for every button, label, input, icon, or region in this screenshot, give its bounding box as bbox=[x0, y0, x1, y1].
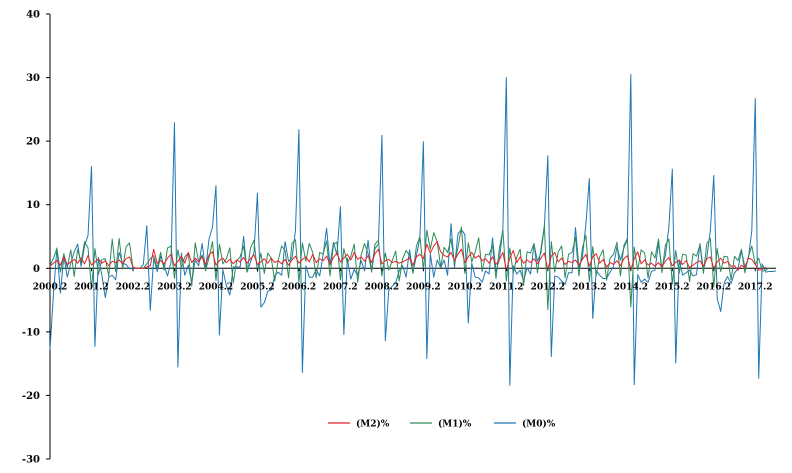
legend-label: (M2)% bbox=[356, 419, 390, 430]
x-tick-label: 2017.2 bbox=[738, 282, 772, 292]
legend-label: (M1)% bbox=[438, 419, 472, 430]
x-tick-label: 2003.2 bbox=[157, 282, 191, 292]
y-tick-label: 20 bbox=[26, 137, 40, 148]
x-tick-label: 2007.2 bbox=[323, 282, 357, 292]
y-tick-label: 0 bbox=[33, 264, 40, 275]
y-tick-label: -20 bbox=[22, 391, 40, 402]
x-tick-label: 2005.2 bbox=[240, 282, 274, 292]
x-tick-label: 2004.2 bbox=[199, 282, 233, 292]
series-line bbox=[49, 73, 777, 386]
legend: (M2)% (M1)% (M0)% bbox=[328, 419, 556, 430]
axes: -30 -20 -10 0 10 20 30 40 bbox=[22, 10, 776, 466]
y-tick-label: 40 bbox=[26, 10, 40, 21]
y-tick-label: -10 bbox=[22, 327, 40, 338]
series-group bbox=[49, 73, 777, 386]
y-tick-label: -30 bbox=[22, 455, 40, 466]
x-tick-label: 2008.2 bbox=[365, 282, 399, 292]
x-tick-label: 2001.2 bbox=[74, 282, 108, 292]
x-tick-label: 2016.2 bbox=[697, 282, 731, 292]
x-tick-label: 2010.2 bbox=[448, 282, 482, 292]
x-tick-label: 2015.2 bbox=[655, 282, 689, 292]
x-tick-label: 2000.2 bbox=[33, 282, 67, 292]
x-tick-label: 2002.2 bbox=[116, 282, 150, 292]
x-tick-label: 2006.2 bbox=[282, 282, 316, 292]
x-tick-label: 2012.2 bbox=[531, 282, 565, 292]
series-line bbox=[49, 241, 766, 271]
y-tick-label: 30 bbox=[26, 73, 40, 84]
x-tick-label: 2013.2 bbox=[572, 282, 606, 292]
x-tick-label: 2014.2 bbox=[614, 282, 648, 292]
x-tick-label: 2011.2 bbox=[489, 282, 523, 292]
legend-label: (M0)% bbox=[522, 419, 556, 430]
x-tick-label: 2009.2 bbox=[406, 282, 440, 292]
x-tick-labels: 2000.2 2001.2 2002.2 2003.2 2004.2 2005.2 2006… bbox=[33, 268, 772, 292]
y-tick-label: 10 bbox=[26, 200, 40, 211]
series-line bbox=[49, 225, 770, 311]
